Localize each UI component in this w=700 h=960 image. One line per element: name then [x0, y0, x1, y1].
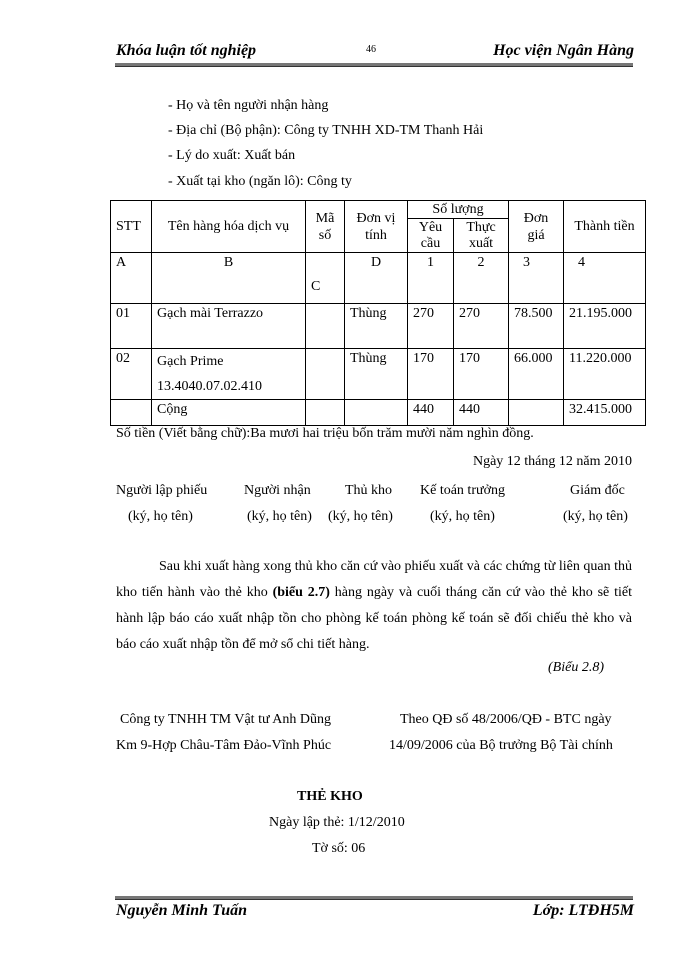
footer-rule [115, 896, 633, 900]
signature-note: (ký, họ tên) [328, 509, 393, 524]
header-rule [115, 63, 633, 67]
total-amount: 32.415.000 [563, 399, 646, 426]
cell-name-line: 13.4040.07.02.410 [157, 379, 262, 394]
signature-note: (ký, họ tên) [247, 509, 312, 524]
regulation-line: 14/09/2006 của Bộ trưởng Bộ Tài chính [389, 738, 613, 753]
signature-role: Giám đốc [570, 483, 625, 498]
index-cell: C [305, 252, 345, 304]
header-left: Khóa luận tốt nghiệp [116, 42, 257, 59]
col-qty: Số lượng [407, 200, 509, 219]
index-cell: 2 [453, 252, 509, 304]
cell-name: Gạch Prime 13.4040.07.02.410 [151, 348, 306, 400]
signature-role: Thủ kho [345, 483, 393, 498]
paragraph-text: hàng ngày và cuối tháng căn cứ vào thẻ k… [116, 585, 632, 652]
table-row: 02 Gạch Prime 13.4040.07.02.410 Thùng 170… [110, 348, 646, 400]
cell-stt: 01 [110, 303, 152, 349]
info-line: - Xuất tại kho (ngăn lô): Công ty [168, 174, 352, 189]
cell-qty-actual: 170 [453, 348, 509, 400]
page-number: 46 [366, 44, 376, 55]
cell-unit: Thùng [344, 348, 408, 400]
index-cell: B [151, 252, 306, 304]
cell-name: Gạch mài Terrazzo [151, 303, 306, 349]
col-qty-req: Yêu cầu [407, 218, 454, 253]
info-line: - Họ và tên người nhận hàng [168, 98, 329, 113]
index-cell: 4 [563, 252, 646, 304]
cell-price: 66.000 [508, 348, 564, 400]
paragraph-text: Sau khi xuất hàng xong thủ kho căn cứ và… [116, 559, 632, 600]
paragraph-ref: (biểu 2.7) [272, 585, 330, 600]
body-paragraph: Sau khi xuất hàng xong thủ kho căn cứ và… [116, 554, 632, 658]
index-cell: D [344, 252, 408, 304]
cell-qty-actual: 270 [453, 303, 509, 349]
signature-note: (ký, họ tên) [128, 509, 193, 524]
index-cell: A [110, 252, 152, 304]
col-price: Đơn giá [508, 200, 564, 253]
date-line: Ngày 12 tháng 12 năm 2010 [472, 454, 632, 469]
col-qty-actual: Thực xuất [453, 218, 509, 253]
cell-price: 78.500 [508, 303, 564, 349]
cell-unit: Thùng [344, 303, 408, 349]
total-row: Cộng 440 440 32.415.000 [110, 399, 646, 426]
footer-class: Lớp: LTĐH5M [532, 902, 634, 919]
table-row: 01 Gạch mài Terrazzo Thùng 270 270 78.50… [110, 303, 646, 349]
header-row: STT Tên hàng hóa dịch vụ Mã số Đơn vị tí… [110, 200, 646, 253]
col-unit: Đơn vị tính [344, 200, 408, 253]
cell-qty-req: 270 [407, 303, 454, 349]
cell-amount: 11.220.000 [563, 348, 646, 400]
cell-code [305, 303, 345, 349]
index-cell: 1 [407, 252, 454, 304]
caption: (Biểu 2.8) [548, 660, 604, 675]
col-code: Mã số [305, 200, 345, 253]
col-amount: Thành tiền [563, 200, 646, 253]
regulation-line: Theo QĐ số 48/2006/QĐ - BTC ngày [400, 712, 612, 727]
company-address: Km 9-Hợp Châu-Tâm Đảo-Vĩnh Phúc [116, 738, 332, 753]
goods-table: STT Tên hàng hóa dịch vụ Mã số Đơn vị tí… [110, 200, 646, 426]
signature-note: (ký, họ tên) [563, 509, 628, 524]
cell-amount: 21.195.000 [563, 303, 646, 349]
amount-in-words: Số tiền (Viết bằng chữ):Ba mươi hai triệ… [116, 426, 534, 441]
signature-note: (ký, họ tên) [430, 509, 495, 524]
signature-role: Kế toán trưởng [420, 483, 505, 498]
info-line: - Địa chỉ (Bộ phận): Công ty TNHH XD-TM … [168, 123, 484, 138]
signature-role: Người nhận [244, 483, 311, 498]
total-qty-req: 440 [407, 399, 454, 426]
cell-code [305, 348, 345, 400]
col-name: Tên hàng hóa dịch vụ [151, 200, 306, 253]
index-cell: 3 [508, 252, 564, 304]
header-right: Học viện Ngân Hàng [493, 42, 634, 59]
cell-qty-req: 170 [407, 348, 454, 400]
cell-name-line: Gạch Prime [157, 354, 224, 369]
total-label: Cộng [151, 399, 306, 426]
info-line: - Lý do xuất: Xuất bán [168, 148, 296, 163]
col-stt: STT [110, 200, 152, 253]
total-qty-actual: 440 [453, 399, 509, 426]
index-row: A B C D 1 2 3 4 [110, 252, 646, 304]
signature-role: Người lập phiếu [116, 483, 208, 498]
card-date: Ngày lập thẻ: 1/12/2010 [269, 815, 405, 830]
footer-author: Nguyễn Minh Tuấn [116, 902, 247, 919]
card-sheet-number: Tờ số: 06 [312, 841, 366, 856]
company-name: Công ty TNHH TM Vật tư Anh Dũng [120, 712, 331, 727]
card-title: THẺ KHO [297, 789, 363, 804]
cell-stt: 02 [110, 348, 152, 400]
